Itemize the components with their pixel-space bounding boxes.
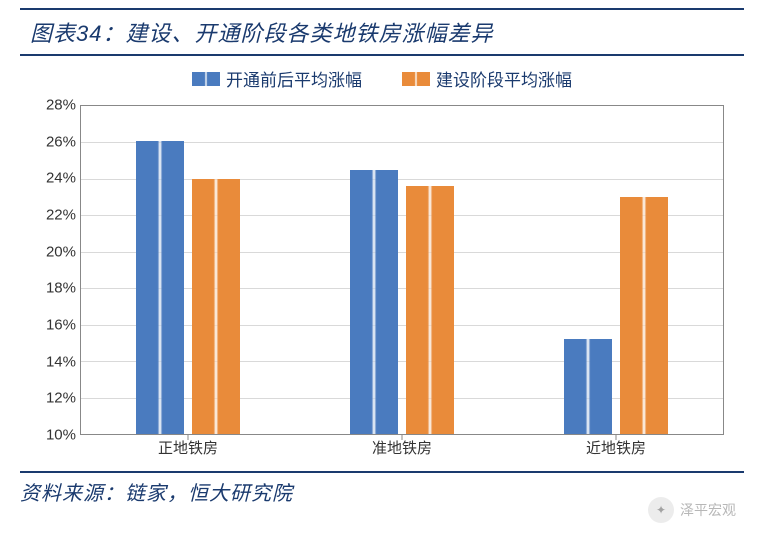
bar xyxy=(406,186,454,434)
legend-swatch-0 xyxy=(192,72,220,86)
bar xyxy=(564,339,612,434)
plot-area: 正地铁房准地铁房近地铁房 xyxy=(80,105,724,435)
title-bar: 图表34：建设、开通阶段各类地铁房涨幅差异 xyxy=(20,8,744,56)
legend-swatch-1 xyxy=(402,72,430,86)
y-tick-label: 16% xyxy=(30,317,76,334)
x-tick-mark xyxy=(188,434,189,440)
legend-label-1: 建设阶段平均涨幅 xyxy=(436,66,572,91)
x-tick-mark xyxy=(402,434,403,440)
y-tick-label: 26% xyxy=(30,133,76,150)
legend: 开通前后平均涨幅 建设阶段平均涨幅 xyxy=(0,66,764,91)
bar xyxy=(136,141,184,434)
y-tick-label: 10% xyxy=(30,427,76,444)
y-tick-label: 20% xyxy=(30,243,76,260)
source-text: 资料来源：链家，恒大研究院 xyxy=(20,477,744,506)
watermark-text: 泽平宏观 xyxy=(680,500,736,520)
bars-row xyxy=(81,106,723,434)
bar xyxy=(350,170,398,434)
legend-label-0: 开通前后平均涨幅 xyxy=(226,66,362,91)
y-tick-label: 18% xyxy=(30,280,76,297)
legend-item-1: 建设阶段平均涨幅 xyxy=(402,66,572,91)
bar xyxy=(620,197,668,434)
bar-group xyxy=(295,106,509,434)
x-tick-mark xyxy=(616,434,617,440)
y-tick-label: 28% xyxy=(30,97,76,114)
x-tick-label: 准地铁房 xyxy=(372,437,432,458)
bar xyxy=(192,179,240,434)
y-tick-label: 22% xyxy=(30,207,76,224)
y-tick-label: 24% xyxy=(30,170,76,187)
wechat-icon: ✦ xyxy=(648,497,674,523)
figure-container: 图表34：建设、开通阶段各类地铁房涨幅差异 开通前后平均涨幅 建设阶段平均涨幅 … xyxy=(0,8,764,541)
source-bar: 资料来源：链家，恒大研究院 xyxy=(20,471,744,506)
bar-group xyxy=(81,106,295,434)
x-tick-label: 正地铁房 xyxy=(158,437,218,458)
legend-item-0: 开通前后平均涨幅 xyxy=(192,66,362,91)
x-tick-label: 近地铁房 xyxy=(586,437,646,458)
chart-area: 10%12%14%16%18%20%22%24%26%28% 正地铁房准地铁房近… xyxy=(30,95,734,465)
y-tick-label: 14% xyxy=(30,353,76,370)
bar-group xyxy=(509,106,723,434)
y-tick-label: 12% xyxy=(30,390,76,407)
chart-title: 图表34：建设、开通阶段各类地铁房涨幅差异 xyxy=(30,16,734,48)
watermark: ✦ 泽平宏观 xyxy=(648,497,736,523)
